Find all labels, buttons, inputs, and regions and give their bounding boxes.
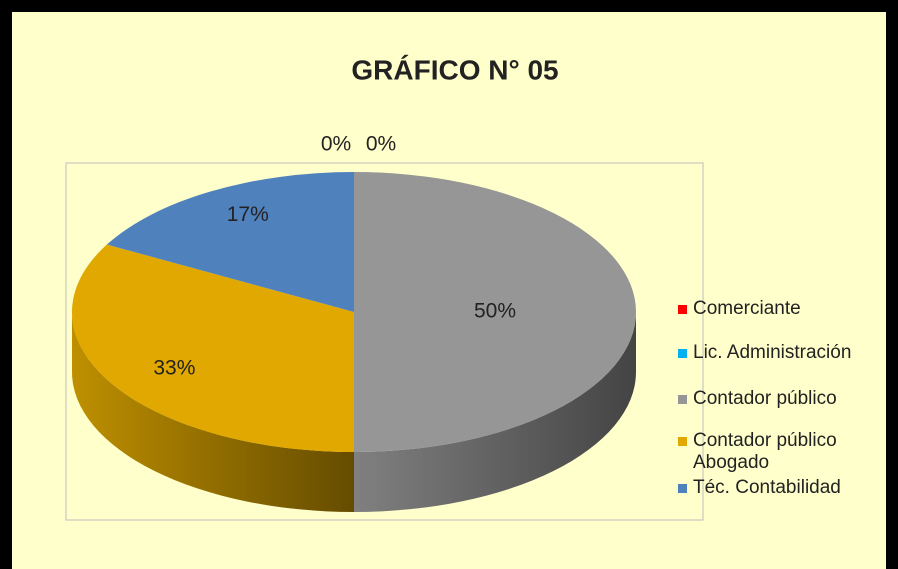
pie-side <box>72 312 354 512</box>
data-label: 0% <box>366 133 396 156</box>
legend-entry: Téc. Contabilidad <box>678 477 880 499</box>
pie-side <box>354 312 636 512</box>
legend-swatch <box>678 349 687 358</box>
data-label: 33% <box>153 357 195 380</box>
data-label: 17% <box>227 203 269 226</box>
legend-entry: Comerciante <box>678 298 880 320</box>
legend-swatch <box>678 305 687 314</box>
legend-swatch <box>678 437 687 446</box>
pie-slice <box>72 244 354 452</box>
plot-area <box>65 162 704 521</box>
legend-swatch <box>678 484 687 493</box>
legend-swatch <box>678 395 687 404</box>
legend-label: Lic. Administración <box>693 342 852 363</box>
legend-entry: Contador público <box>678 388 880 410</box>
pie-slice <box>106 172 354 312</box>
pie-slice <box>354 172 636 452</box>
legend-entry: Lic. Administración <box>678 342 880 364</box>
chart-title: GRÁFICO N° 05 <box>351 54 558 85</box>
legend-label: Contador público <box>693 388 837 409</box>
legend-label: Comerciante <box>693 298 801 319</box>
legend-entry: Contador público Abogado <box>678 430 880 474</box>
legend-label: Contador público Abogado <box>693 430 837 473</box>
legend-label: Téc. Contabilidad <box>693 477 841 498</box>
data-label: 0% <box>321 133 351 156</box>
data-label: 50% <box>474 300 516 323</box>
